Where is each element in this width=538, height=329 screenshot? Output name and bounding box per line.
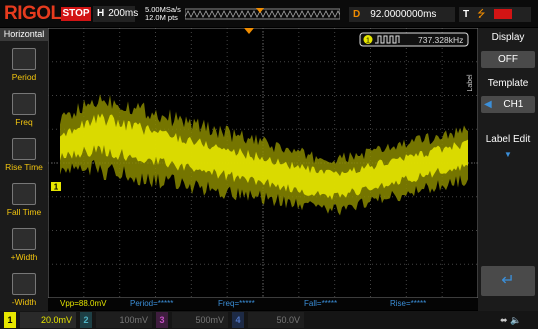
- button-icon: [12, 183, 36, 205]
- menu-button[interactable]: +Width: [4, 228, 44, 262]
- side-label: Label: [467, 74, 474, 92]
- trigger[interactable]: T⭍: [459, 7, 531, 22]
- channel-button[interactable]: 2: [80, 312, 92, 328]
- right-menu: Display OFF Template ◀CH1 Label Edit ▼ ↵: [478, 28, 538, 311]
- button-label: -Width: [4, 297, 44, 307]
- button-icon: [12, 228, 36, 250]
- trigger-label: T: [463, 9, 469, 20]
- menu-item-label[interactable]: Label Edit: [480, 134, 536, 145]
- menu-title: Horizontal: [0, 28, 48, 41]
- status-icons: ⬌ 🔈: [500, 311, 521, 329]
- channel-button[interactable]: 4: [232, 312, 244, 328]
- channel-scale: 20.0mV: [20, 312, 76, 328]
- timebase[interactable]: H 200ms: [93, 6, 135, 22]
- overview-wave: [185, 11, 340, 17]
- measurement: Fall=*****: [304, 298, 337, 310]
- menu-button[interactable]: -Width: [4, 273, 44, 307]
- oscilloscope-screen: RIGOL STOP H 200ms 5.00MSa/s 12.0M pts D9…: [0, 0, 538, 329]
- menu-button[interactable]: Fall Time: [4, 183, 44, 217]
- button-icon: [12, 48, 36, 70]
- menu-button[interactable]: Rise Time: [4, 138, 44, 172]
- menu-button[interactable]: Period: [4, 48, 44, 82]
- delay[interactable]: D 92.0000000ms: [349, 7, 455, 22]
- brand: RIGOL: [4, 3, 62, 25]
- button-label: Rise Time: [4, 162, 44, 172]
- menu-item-value[interactable]: OFF: [481, 51, 535, 68]
- acquisition: 5.00MSa/s 12.0M pts: [145, 6, 181, 22]
- counter-value: 737.328kHz: [418, 35, 463, 45]
- return-button[interactable]: ↵: [481, 266, 535, 296]
- menu-item-label: Display: [480, 32, 536, 43]
- button-icon: [12, 273, 36, 295]
- delay-value: 92.0000000ms: [370, 9, 436, 20]
- button-label: +Width: [4, 252, 44, 262]
- counter-channel: 1: [366, 38, 370, 45]
- measurement: Vpp=88.0mV: [60, 298, 106, 310]
- menu-button[interactable]: Freq: [4, 93, 44, 127]
- left-menu: Horizontal Period Freq Rise Time Fall Time +…: [0, 28, 48, 311]
- measurement: Freq=*****: [218, 298, 255, 310]
- channel-marker-label: 1: [54, 183, 59, 192]
- menu-item-value-text: CH1: [503, 99, 523, 110]
- run-status[interactable]: STOP: [61, 7, 91, 21]
- trigger-position: [256, 8, 264, 13]
- channel-button[interactable]: 3: [156, 312, 168, 328]
- channel-scale: 100mV: [96, 312, 152, 328]
- button-icon: [12, 138, 36, 160]
- channel-button[interactable]: 1: [4, 312, 16, 328]
- timebase-label: H: [97, 8, 104, 19]
- button-label: Period: [4, 72, 44, 82]
- memory-overview: [185, 8, 340, 20]
- delay-label: D: [353, 9, 360, 20]
- channel-scale: 50.0V: [248, 312, 304, 328]
- button-label: Fall Time: [4, 207, 44, 217]
- button-label: Freq: [4, 117, 44, 127]
- measurement-bar: Vpp=88.0mV Period=***** Freq=***** Fall=***…: [48, 298, 478, 310]
- measurement: Rise=*****: [390, 298, 426, 310]
- menu-item-label: Template: [480, 78, 536, 89]
- channel-scale: 500mV: [172, 312, 228, 328]
- menu-item-value[interactable]: ◀CH1: [481, 96, 535, 113]
- timebase-value: 200ms: [108, 8, 138, 19]
- measurement: Period=*****: [130, 298, 173, 310]
- button-icon: [12, 93, 36, 115]
- waveform-area: 1 1 737.328kHz Label: [48, 28, 478, 298]
- memory-depth: 12.0M pts: [145, 14, 181, 22]
- overview-frame: [185, 9, 340, 19]
